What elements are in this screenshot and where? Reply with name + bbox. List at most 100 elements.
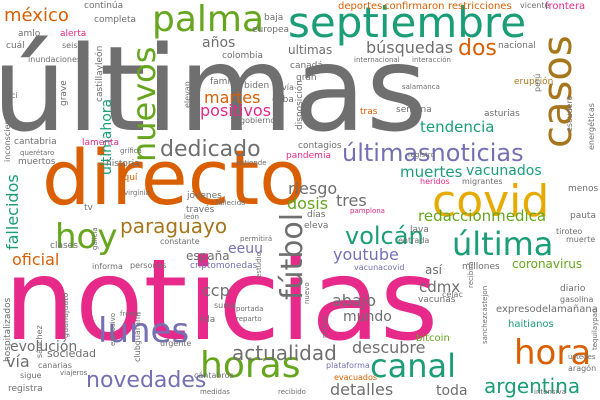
word: canarias: [38, 361, 72, 370]
word: evacuados: [334, 373, 378, 382]
word: nuevos: [125, 46, 163, 162]
word: galicia: [91, 227, 99, 250]
word: elevan: [183, 81, 192, 108]
word: días: [307, 210, 326, 220]
word: castillayleón: [95, 45, 105, 102]
word: aragón: [568, 364, 597, 373]
word: muerte: [566, 235, 596, 244]
word: inconsciente: [3, 111, 12, 163]
word: recibirá: [467, 261, 475, 288]
word: cantabria: [14, 137, 57, 147]
word: canadá: [290, 61, 323, 71]
word: clubguaraní: [133, 314, 142, 362]
word: continúa: [84, 1, 124, 11]
word: estudio: [255, 252, 263, 278]
word: vacunacovid: [354, 263, 405, 272]
word: así: [425, 263, 442, 277]
word: bitcoin: [416, 333, 450, 344]
word: tequilaypan: [591, 308, 599, 350]
word: completa: [94, 15, 137, 25]
word: inundaciones: [28, 55, 82, 64]
word: actualidad: [232, 341, 337, 365]
word: dedicado: [160, 137, 261, 162]
word: descubre: [352, 338, 426, 357]
word: muertos: [18, 157, 56, 167]
word: lunes: [98, 311, 190, 351]
word: millones: [462, 262, 500, 272]
word: interacción: [412, 56, 451, 64]
word: vacunas: [418, 295, 456, 305]
word: diario: [560, 284, 586, 294]
word: palma: [152, 0, 265, 40]
word: eleva: [304, 221, 329, 231]
word: perú: [533, 73, 542, 92]
word: dos: [458, 36, 497, 61]
word: primer: [321, 314, 329, 338]
word: querétaro: [20, 149, 55, 157]
word: extiende: [236, 159, 267, 167]
word: portada: [236, 305, 264, 313]
word: registro: [408, 151, 435, 159]
word: haitianos: [508, 319, 554, 330]
word: lamenta: [82, 138, 120, 148]
word: aquí: [118, 173, 138, 183]
word: pandemia: [286, 151, 331, 161]
word: deportes: [338, 1, 383, 12]
word: amlo: [18, 29, 41, 39]
word: alerta: [60, 29, 87, 39]
word: registra: [8, 384, 43, 394]
word: sánchez: [35, 325, 44, 358]
word: pauta: [570, 211, 596, 221]
word: sigue: [20, 371, 42, 380]
word: baja: [264, 13, 284, 23]
word: contagios: [298, 141, 342, 151]
word: pamplona: [350, 207, 385, 215]
word: nuevo: [303, 282, 311, 304]
word: colombia: [222, 51, 263, 61]
word: suma: [214, 301, 236, 310]
word: expresodelamañana: [496, 304, 598, 315]
word: tiroteo: [556, 227, 583, 236]
word: hospitalizados: [3, 297, 13, 362]
word: redaccionmedica: [418, 207, 547, 225]
word: ccp: [202, 281, 230, 300]
word: nacional: [498, 41, 536, 51]
word: constante: [160, 237, 200, 246]
word: informa: [92, 262, 123, 271]
word: youtube: [333, 245, 399, 264]
word: última: [452, 225, 554, 263]
word: dosis: [287, 194, 329, 213]
word: evolución: [10, 339, 78, 355]
word: vicente: [520, 1, 550, 10]
word: hoy: [55, 217, 118, 257]
word: disposición: [295, 80, 305, 130]
word: tras: [360, 107, 378, 117]
word: criptomonedas: [190, 261, 258, 271]
word: seis: [62, 41, 78, 50]
word: directo: [42, 133, 306, 222]
word: hora: [514, 333, 592, 373]
word: abajo: [332, 291, 376, 310]
word: coronavirus: [512, 257, 583, 271]
word: explosivo: [109, 312, 117, 346]
word: españa: [186, 249, 230, 263]
word: fallecido: [216, 199, 246, 207]
word: gasolina: [560, 295, 594, 304]
word: frente: [120, 310, 141, 318]
word: búsquedas: [366, 38, 454, 57]
word: cuba: [272, 95, 294, 105]
word: novedades: [86, 368, 207, 393]
word: oficial: [12, 250, 60, 269]
word: confirmaron: [384, 1, 445, 12]
word: escudero: [565, 95, 574, 132]
word: eeuu: [228, 241, 263, 257]
word: detalles: [330, 380, 394, 399]
word: urgente: [160, 339, 192, 348]
word: cdmx: [419, 278, 461, 296]
word: vacunados: [466, 163, 542, 179]
word: horas: [200, 345, 301, 386]
word: gobierno: [240, 116, 276, 125]
word: canal: [370, 347, 456, 385]
word: jóvenes: [187, 191, 222, 201]
word: tv: [84, 203, 93, 213]
